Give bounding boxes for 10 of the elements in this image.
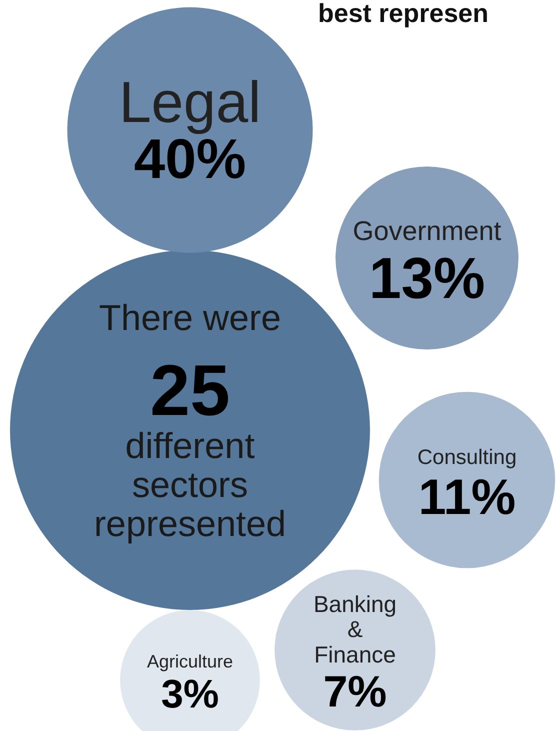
category-label: Banking & Finance: [313, 590, 397, 668]
data-label: 3%: [161, 672, 219, 716]
text: There were 25 different sectors represented: [94, 297, 286, 544]
data-label: 13%: [368, 246, 486, 311]
data-label: 11%: [418, 468, 516, 525]
text: best represen: [318, 0, 489, 28]
category-label: Government: [352, 216, 502, 246]
category-label: Agriculture: [146, 651, 234, 672]
data-label: 7%: [323, 667, 387, 716]
category-label: Consulting: [417, 446, 517, 469]
